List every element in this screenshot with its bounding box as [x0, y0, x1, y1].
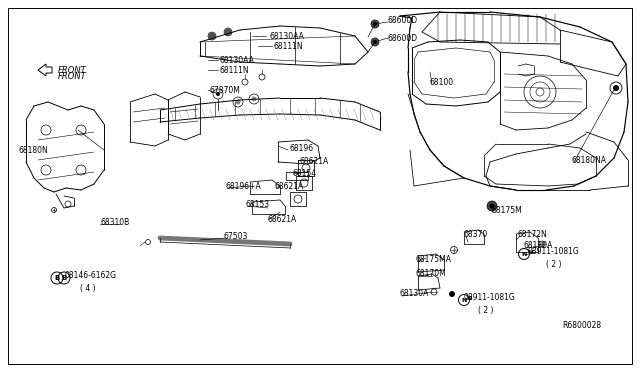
Text: 68130AA: 68130AA [270, 32, 305, 41]
Circle shape [209, 33, 214, 38]
Text: 68100: 68100 [430, 77, 454, 87]
Text: 68621A: 68621A [275, 182, 304, 190]
Text: 68111N: 68111N [220, 65, 250, 74]
Text: 68310B: 68310B [100, 218, 129, 227]
Text: 68153: 68153 [246, 199, 270, 208]
Text: 68196: 68196 [290, 144, 314, 153]
Polygon shape [38, 64, 52, 76]
Text: 67870M: 67870M [210, 86, 241, 94]
Text: 68170M: 68170M [416, 269, 447, 279]
Text: 68130AA: 68130AA [220, 55, 255, 64]
Text: 08911-1081G: 08911-1081G [528, 247, 580, 257]
Text: 08911-1081G: 08911-1081G [464, 294, 516, 302]
Circle shape [208, 32, 216, 40]
Text: 68621A: 68621A [300, 157, 329, 166]
Text: 68154: 68154 [293, 169, 317, 177]
Text: 68175M: 68175M [492, 205, 523, 215]
Text: R6800028: R6800028 [562, 321, 601, 330]
Circle shape [224, 28, 232, 36]
Text: N: N [467, 295, 472, 301]
Circle shape [216, 92, 220, 96]
Text: FRONT: FRONT [58, 71, 87, 80]
Text: 68111N: 68111N [274, 42, 303, 51]
Text: N: N [461, 298, 467, 302]
Circle shape [225, 29, 230, 35]
Text: ( 2 ): ( 2 ) [546, 260, 561, 269]
Circle shape [490, 203, 495, 208]
Circle shape [373, 22, 377, 26]
Text: ( 4 ): ( 4 ) [80, 285, 95, 294]
Circle shape [236, 99, 241, 105]
Circle shape [487, 201, 497, 211]
Text: 68370: 68370 [464, 230, 488, 238]
Text: N: N [527, 250, 532, 254]
Text: FRONT: FRONT [58, 65, 87, 74]
Text: B: B [61, 275, 67, 281]
Text: 68196+A: 68196+A [226, 182, 262, 190]
Text: 68600D: 68600D [388, 16, 418, 25]
Text: 68180N: 68180N [18, 145, 48, 154]
Circle shape [449, 291, 455, 297]
Text: 08146-6162G: 08146-6162G [64, 272, 116, 280]
Text: 68600D: 68600D [388, 33, 418, 42]
Circle shape [613, 85, 619, 91]
Text: 67503: 67503 [224, 231, 248, 241]
Circle shape [371, 38, 379, 46]
Circle shape [371, 20, 379, 28]
Text: N: N [522, 251, 527, 257]
Text: 68180NA: 68180NA [572, 155, 607, 164]
Text: ( 2 ): ( 2 ) [478, 305, 493, 314]
Text: 68621A: 68621A [268, 215, 297, 224]
Text: 68130A: 68130A [524, 241, 554, 250]
Text: 68172N: 68172N [518, 230, 548, 238]
Text: 68130A: 68130A [400, 289, 429, 298]
Circle shape [373, 40, 377, 44]
Circle shape [252, 96, 257, 102]
Text: 68175MA: 68175MA [416, 256, 452, 264]
Text: B: B [54, 275, 60, 281]
